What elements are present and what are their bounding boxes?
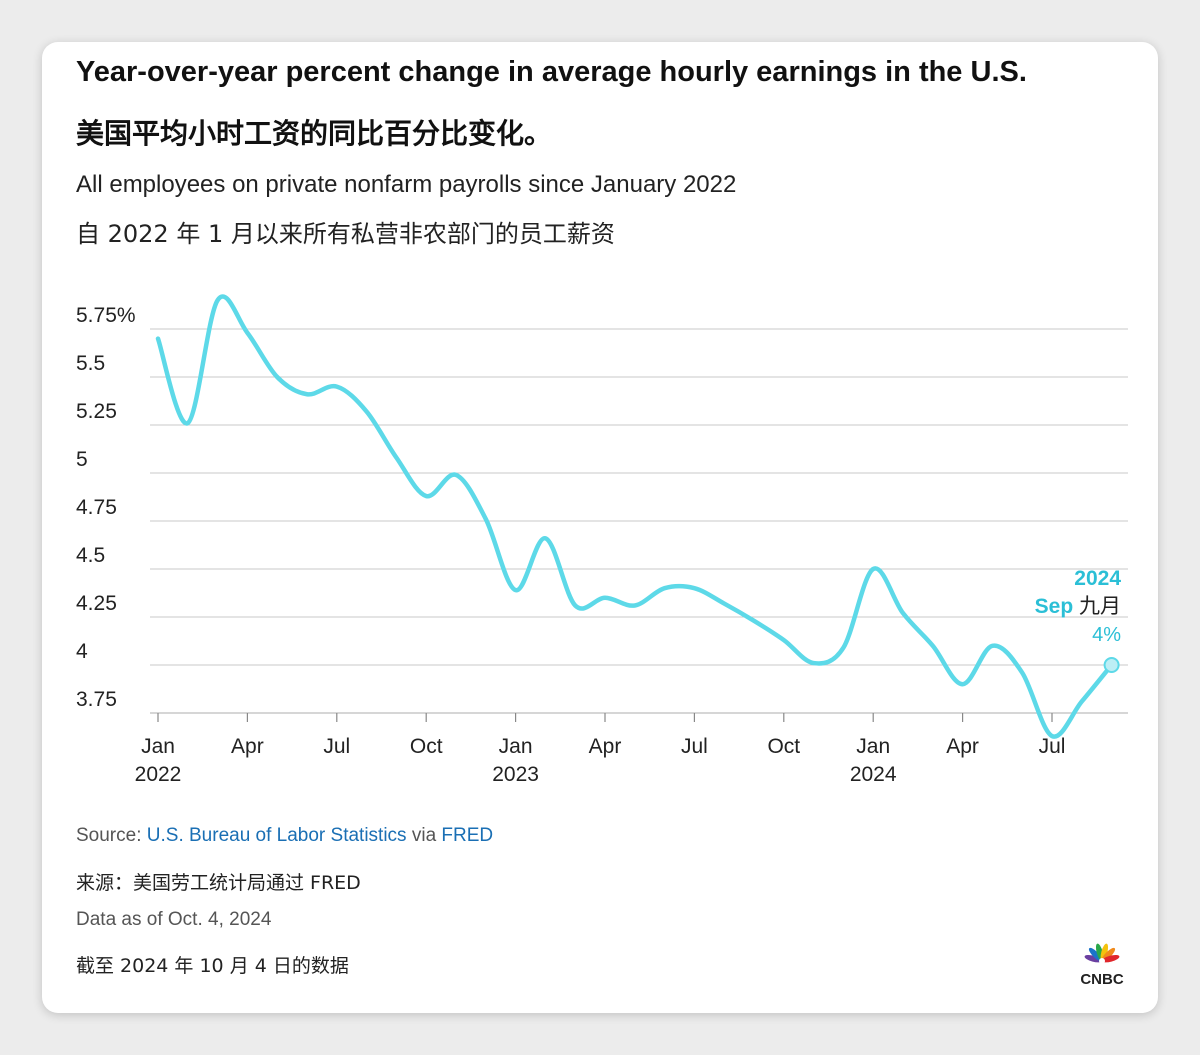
x-tick-label: Jan [499,735,533,758]
x-tick-label: Jul [681,735,708,758]
cnbc-peacock-icon [1084,943,1120,964]
y-tick-label: 5.75% [76,304,136,327]
data-as-of: Data as of Oct. 4, 2024 [76,909,272,930]
y-tick-label: 4.25 [76,592,117,615]
data-as-of-chinese: 截至 2024 年 10 月 4 日的数据 [76,955,349,977]
x-tick-label: Jul [323,735,350,758]
x-tick-label: Apr [946,735,979,758]
chart-subtitle: All employees on private nonfarm payroll… [76,171,737,198]
y-tick-label: 4.5 [76,544,105,567]
annotation-value: 4% [1092,624,1121,646]
source-via: via [406,825,442,846]
y-tick-label: 4.75 [76,496,117,519]
annotation-month-en: Sep [1035,595,1079,618]
source-prefix: Source: [76,825,147,846]
y-tick-label: 3.75 [76,688,117,711]
source-link-bls[interactable]: U.S. Bureau of Labor Statistics [146,825,407,846]
chart-title-chinese: 美国平均小时工资的同比百分比变化。 [76,117,553,150]
x-tick-year-label: 2023 [492,763,539,786]
x-tick-label: Jan [141,735,175,758]
y-tick-label: 5.25 [76,400,117,423]
chart-title: Year-over-year percent change in average… [76,56,1027,88]
annotation-year: 2024 [1074,567,1121,590]
y-tick-label: 4 [76,640,88,663]
source-line: Source: U.S. Bureau of Labor Statistics … [76,825,493,847]
x-tick-year-label: 2024 [850,763,897,786]
x-tick-label: Oct [410,735,443,758]
x-tick-label: Jul [1039,735,1066,758]
source-line-chinese: 来源：美国劳工统计局通过 FRED [76,872,361,894]
y-tick-label: 5.5 [76,352,105,375]
source-link-fred[interactable]: FRED [441,825,494,846]
chart-subtitle-chinese: 自 2022 年 1 月以来所有私营非农部门的员工薪资 [76,220,615,248]
y-tick-label: 5 [76,448,88,471]
x-tick-label: Jan [856,735,890,758]
x-tick-label: Apr [231,735,264,758]
annotation-month-zh: 九月 [1079,594,1121,618]
x-tick-label: Oct [767,735,800,758]
x-tick-label: Apr [589,735,622,758]
series-line [155,294,1114,739]
x-tick-year-label: 2022 [135,763,182,786]
chart-card [42,42,1158,1013]
cnbc-logo: CNBC [1080,943,1124,988]
cnbc-logo-text: CNBC [1080,971,1123,988]
annotation-month: Sep 九月 [1035,594,1121,618]
end-point-marker [1103,657,1120,673]
